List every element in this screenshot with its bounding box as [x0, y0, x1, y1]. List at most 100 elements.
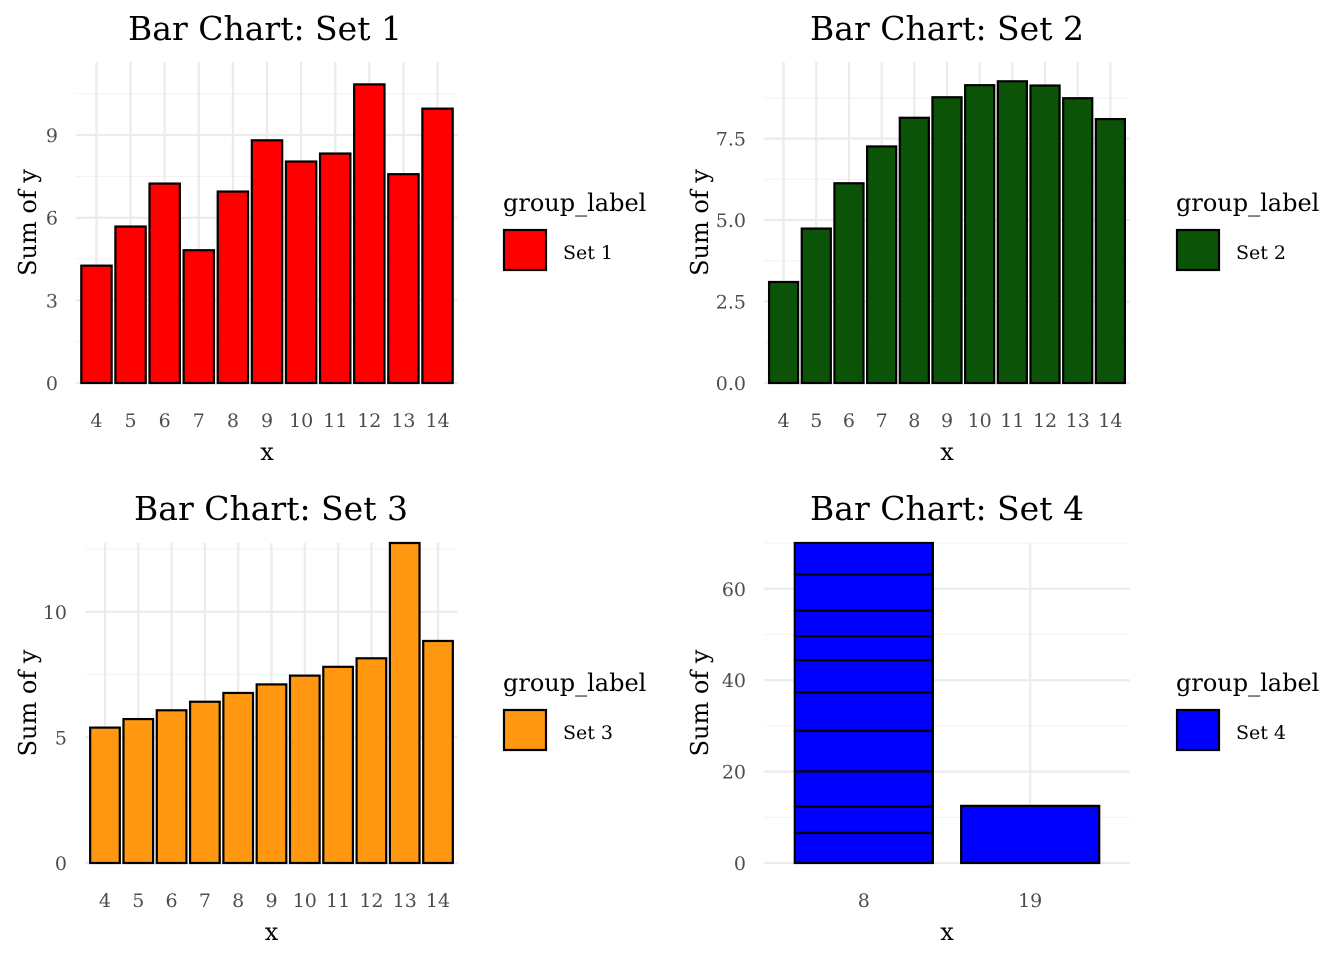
- chart-panel-2: [764, 62, 1130, 385]
- bar-12: [353, 83, 386, 385]
- x-tick-label: 13: [393, 890, 417, 912]
- legend-title: group_label: [503, 669, 646, 697]
- x-tick-label: 4: [778, 410, 790, 432]
- x-tick-label: 10: [293, 890, 317, 912]
- legend-key: [1175, 228, 1221, 272]
- x-tick-label: 6: [166, 890, 178, 912]
- chart-title: Bar Chart: Set 2: [810, 9, 1084, 48]
- bar-6: [833, 182, 865, 385]
- x-tick-label: 5: [125, 410, 137, 432]
- y-tick-label: 3: [46, 290, 58, 312]
- bar-4: [89, 726, 121, 865]
- x-tick-label: 14: [426, 890, 450, 912]
- bar-8: [216, 190, 250, 385]
- chart-title: Bar Chart: Set 3: [134, 489, 408, 528]
- y-axis-title: Sum of y: [686, 649, 714, 756]
- legend-key: [502, 708, 548, 752]
- bar-13: [1062, 97, 1094, 385]
- y-tick-label: 0: [46, 373, 58, 395]
- legend-key: [502, 228, 548, 272]
- bar-9: [931, 96, 963, 385]
- y-tick-label: 40: [722, 670, 746, 692]
- y-tick-label: 6: [46, 208, 58, 230]
- bar-10: [288, 674, 321, 865]
- bar-8-segment-1: [793, 831, 934, 865]
- x-tick-label: 9: [265, 890, 277, 912]
- x-tick-label: 11: [326, 890, 350, 912]
- y-tick-label: 10: [43, 602, 67, 624]
- x-tick-label: 4: [99, 890, 111, 912]
- bar-13: [387, 173, 420, 385]
- bar-8-segment-8: [793, 609, 934, 638]
- bar-5: [122, 717, 155, 865]
- x-tick-label: 4: [90, 410, 102, 432]
- bar-7: [188, 700, 221, 865]
- x-tick-label: 9: [261, 410, 273, 432]
- x-axis-title: x: [940, 438, 954, 466]
- x-axis-title: x: [260, 438, 274, 466]
- bar-8: [898, 116, 930, 385]
- legend-title: group_label: [1176, 669, 1319, 697]
- x-tick-label: 8: [227, 410, 239, 432]
- x-tick-label: 11: [323, 410, 347, 432]
- legend-key: [1175, 708, 1221, 752]
- legend-label: Set 4: [1236, 722, 1286, 744]
- y-tick-label: 0.0: [716, 373, 746, 395]
- bar-4: [80, 264, 113, 385]
- y-axis-title: Sum of y: [686, 169, 714, 276]
- x-tick-label: 10: [289, 410, 313, 432]
- bar-8-segment-2: [793, 805, 934, 835]
- x-tick-label: 7: [199, 890, 211, 912]
- bar-8-segment-4: [793, 729, 934, 773]
- bar-12: [355, 657, 388, 865]
- y-axis-title: Sum of y: [14, 169, 42, 276]
- y-tick-label: 9: [46, 125, 58, 147]
- bar-6: [155, 709, 188, 865]
- x-tick-label: 8: [858, 890, 870, 912]
- bar-14: [421, 107, 454, 385]
- y-tick-label: 20: [722, 762, 746, 784]
- bar-8-segment-5: [793, 691, 934, 733]
- x-tick-label: 5: [132, 890, 144, 912]
- bar-8-segment-9: [793, 573, 934, 612]
- chart-panel-1: [76, 62, 458, 385]
- legend-label: Set 1: [563, 242, 613, 264]
- x-tick-label: 13: [1066, 410, 1090, 432]
- bar-13: [388, 541, 421, 865]
- y-tick-label: 5.0: [716, 210, 746, 232]
- y-tick-label: 2.5: [716, 292, 746, 314]
- bar-10: [284, 160, 318, 385]
- x-tick-label: 7: [193, 410, 205, 432]
- bar-10: [964, 84, 996, 385]
- bar-6: [148, 182, 181, 385]
- bar-14: [422, 639, 454, 865]
- x-tick-label: 14: [1098, 410, 1122, 432]
- legend-label: Set 2: [1236, 242, 1286, 264]
- x-tick-label: 8: [232, 890, 244, 912]
- x-tick-label: 12: [1033, 410, 1057, 432]
- bar-9: [255, 683, 288, 865]
- x-tick-label: 19: [1018, 890, 1042, 912]
- x-tick-label: 5: [810, 410, 822, 432]
- y-tick-label: 5: [55, 727, 67, 749]
- x-tick-label: 6: [843, 410, 855, 432]
- bar-14: [1094, 117, 1127, 385]
- bar-8: [222, 691, 255, 865]
- bar-5: [114, 225, 147, 385]
- x-tick-label: 6: [159, 410, 171, 432]
- chart-panel-4: [764, 541, 1130, 865]
- bar-5: [800, 227, 832, 385]
- bar-7: [866, 145, 898, 385]
- x-axis-title: x: [940, 918, 954, 946]
- legend-title: group_label: [503, 189, 646, 217]
- x-tick-label: 10: [968, 410, 992, 432]
- bar-8-segment-3: [793, 770, 934, 808]
- x-tick-label: 12: [359, 890, 383, 912]
- x-tick-label: 8: [908, 410, 920, 432]
- bar-4: [767, 280, 800, 385]
- bar-11: [318, 152, 352, 385]
- x-tick-label: 9: [941, 410, 953, 432]
- x-tick-label: 7: [876, 410, 888, 432]
- bar-11: [322, 665, 355, 865]
- bar-8-segment-7: [793, 634, 934, 662]
